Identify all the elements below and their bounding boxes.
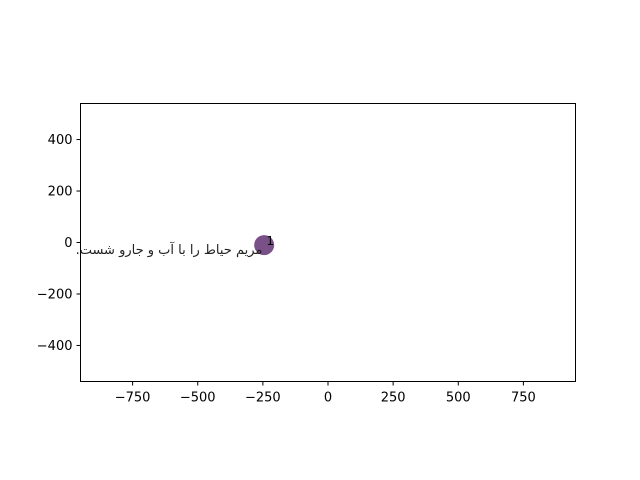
y-tick-label: 400 [48,133,73,148]
y-axis-ticks: 400 200 0 −200 −400 [37,133,81,354]
x-tick-label: 750 [511,391,536,406]
annotation-text: مریم حیاط را با آب و جارو شست. [76,241,263,258]
scatter-points: 1 [254,234,275,256]
y-tick-label: 0 [64,236,72,251]
y-tick-label: −200 [37,287,73,302]
x-tick-label: 500 [446,391,471,406]
x-tick-label: 250 [381,391,406,406]
y-tick-label: −400 [37,339,73,354]
y-tick-label: 200 [48,185,73,200]
x-tick-label: −750 [115,391,151,406]
x-tick-label: 0 [324,391,332,406]
x-axis-ticks: −750 −500 −250 0 250 500 750 [115,381,536,406]
scatter-point [254,235,275,256]
x-tick-label: −250 [245,391,281,406]
point-label: 1 [266,234,274,248]
chart-axes [80,103,576,382]
plot-area-frame [80,103,576,382]
chart-annotations: مریم حیاط را با آب و جارو شست. [76,241,263,258]
x-tick-label: −500 [180,391,216,406]
